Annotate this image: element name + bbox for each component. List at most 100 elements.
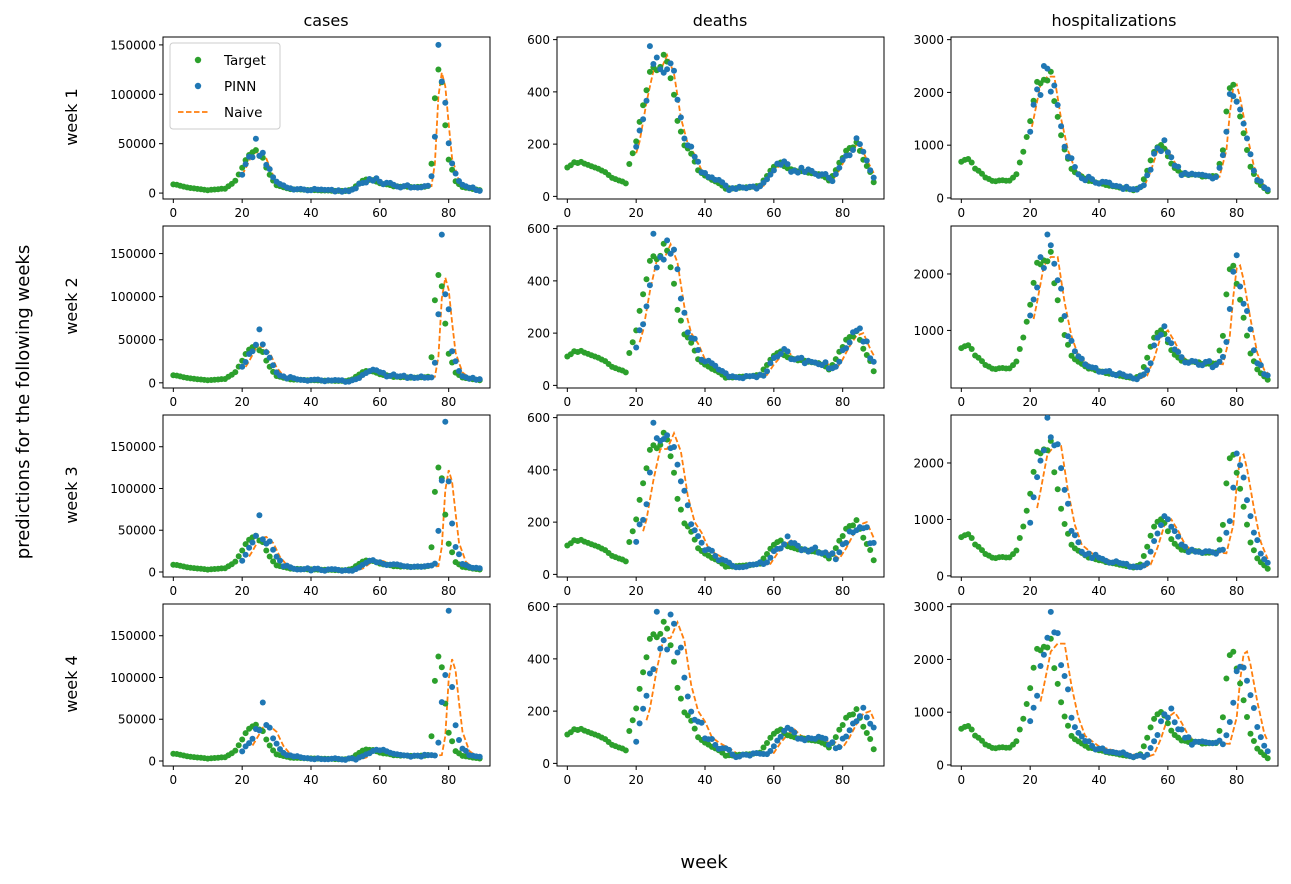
target-point bbox=[1230, 81, 1237, 88]
y-tick-label: 50000 bbox=[118, 137, 156, 151]
target-point bbox=[1058, 505, 1065, 512]
target-point bbox=[442, 122, 449, 129]
target-point bbox=[767, 734, 774, 741]
target-point bbox=[1237, 113, 1244, 120]
plot-area bbox=[564, 230, 877, 382]
target-point bbox=[263, 547, 270, 554]
target-point bbox=[435, 464, 442, 471]
pinn-point bbox=[667, 60, 674, 67]
y-tick-label: 50000 bbox=[118, 524, 156, 538]
legend-box bbox=[169, 42, 281, 130]
pinn-point bbox=[1058, 465, 1065, 472]
pinn-point bbox=[1030, 704, 1037, 711]
target-point bbox=[622, 558, 629, 565]
pinn-point bbox=[263, 161, 270, 168]
x-tick-label: 40 bbox=[1091, 773, 1106, 787]
pinn-point bbox=[246, 740, 253, 747]
pinn-point bbox=[266, 538, 273, 545]
target-point bbox=[1247, 730, 1254, 737]
pinn-point bbox=[1182, 543, 1189, 550]
target-point bbox=[636, 496, 643, 503]
target-point bbox=[674, 495, 681, 502]
pinn-point bbox=[691, 527, 698, 534]
pinn-point bbox=[438, 78, 445, 85]
target-point bbox=[965, 531, 972, 538]
target-point bbox=[445, 540, 452, 547]
pinn-point bbox=[1078, 355, 1085, 362]
pinn-point bbox=[836, 164, 843, 171]
pinn-point bbox=[695, 158, 702, 165]
pinn-point bbox=[767, 554, 774, 561]
pinn-point bbox=[643, 303, 650, 310]
pinn-point bbox=[1147, 745, 1154, 751]
target-point bbox=[232, 369, 239, 376]
figure-ylabel: predictions for the following weeks bbox=[13, 245, 34, 559]
pinn-point bbox=[1154, 732, 1161, 738]
x-tick-label: 0 bbox=[564, 773, 572, 787]
pinn-point bbox=[798, 164, 805, 171]
panel-cases-week-1: 0 20 40 60 80 0 50000 100000 150000 bbox=[110, 36, 491, 220]
target-point bbox=[1144, 543, 1151, 550]
pinn-point bbox=[691, 335, 698, 342]
axes-frame bbox=[556, 603, 885, 767]
y-tick-label: 150000 bbox=[110, 629, 156, 643]
plot-area bbox=[170, 418, 483, 574]
target-point bbox=[1054, 113, 1061, 120]
x-tick-label: 0 bbox=[170, 584, 178, 598]
pinn-point bbox=[650, 230, 657, 237]
row-label-week-3: week 3 bbox=[62, 466, 81, 523]
target-point bbox=[428, 354, 435, 361]
panel-hospitalizations-week-4: 0 20 40 60 80 0 1000 2000 3000 bbox=[913, 600, 1279, 787]
target-point bbox=[671, 469, 677, 476]
target-point bbox=[968, 159, 975, 166]
target-point bbox=[853, 517, 860, 524]
column-title-cases: cases bbox=[303, 11, 348, 30]
pinn-point bbox=[1034, 692, 1041, 699]
x-tick-label: 20 bbox=[629, 395, 644, 409]
pinn-point bbox=[476, 187, 483, 194]
pinn-point bbox=[1168, 154, 1175, 161]
target-point bbox=[1164, 528, 1171, 535]
target-point bbox=[671, 658, 677, 665]
target-point bbox=[968, 726, 975, 733]
pinn-point bbox=[266, 724, 273, 731]
x-tick-label: 40 bbox=[697, 773, 712, 787]
target-point bbox=[870, 557, 877, 564]
x-tick-label: 60 bbox=[1160, 584, 1175, 598]
x-tick-label: 60 bbox=[1160, 395, 1175, 409]
target-point bbox=[1240, 314, 1247, 321]
x-tick-label: 80 bbox=[441, 395, 456, 409]
target-point bbox=[1254, 366, 1261, 373]
pinn-point bbox=[1237, 106, 1244, 113]
pinn-point bbox=[1158, 148, 1164, 155]
pinn-point bbox=[256, 326, 263, 333]
legend: Target PINN Naive bbox=[169, 42, 281, 130]
target-point bbox=[1147, 532, 1154, 539]
column-title-hospitalizations: hospitalizations bbox=[1051, 11, 1176, 30]
x-tick-label: 20 bbox=[1023, 395, 1038, 409]
pinn-point bbox=[664, 646, 671, 653]
pinn-point bbox=[1078, 733, 1085, 740]
pinn-point bbox=[277, 746, 283, 753]
y-tick-label: 2000 bbox=[913, 653, 944, 667]
target-point bbox=[1147, 724, 1154, 731]
pinn-point bbox=[836, 358, 843, 365]
pinn-point bbox=[266, 354, 273, 361]
target-point bbox=[1250, 738, 1257, 744]
pinn-point bbox=[428, 374, 435, 381]
pinn-point bbox=[1147, 548, 1154, 555]
pinn-point bbox=[456, 737, 462, 743]
pinn-point bbox=[660, 637, 667, 644]
pinn-point bbox=[1071, 724, 1078, 731]
pinn-point bbox=[653, 264, 660, 271]
plot-area bbox=[564, 43, 877, 194]
pinn-point bbox=[636, 327, 643, 334]
pinn-point bbox=[449, 348, 456, 355]
target-point bbox=[1216, 536, 1223, 543]
target-point bbox=[968, 535, 975, 541]
y-tick-label: 400 bbox=[527, 85, 550, 99]
target-point bbox=[853, 706, 860, 713]
x-tick-label: 60 bbox=[372, 206, 387, 220]
pinn-point bbox=[870, 539, 877, 546]
pinn-point bbox=[764, 559, 770, 566]
